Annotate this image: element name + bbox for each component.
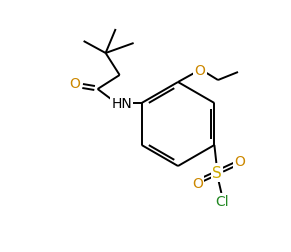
Text: O: O (234, 154, 245, 168)
Text: Cl: Cl (216, 194, 229, 208)
Text: HN: HN (111, 97, 132, 111)
Text: S: S (212, 166, 222, 181)
Text: O: O (69, 77, 80, 91)
Text: O: O (195, 64, 205, 78)
Text: O: O (192, 176, 203, 190)
